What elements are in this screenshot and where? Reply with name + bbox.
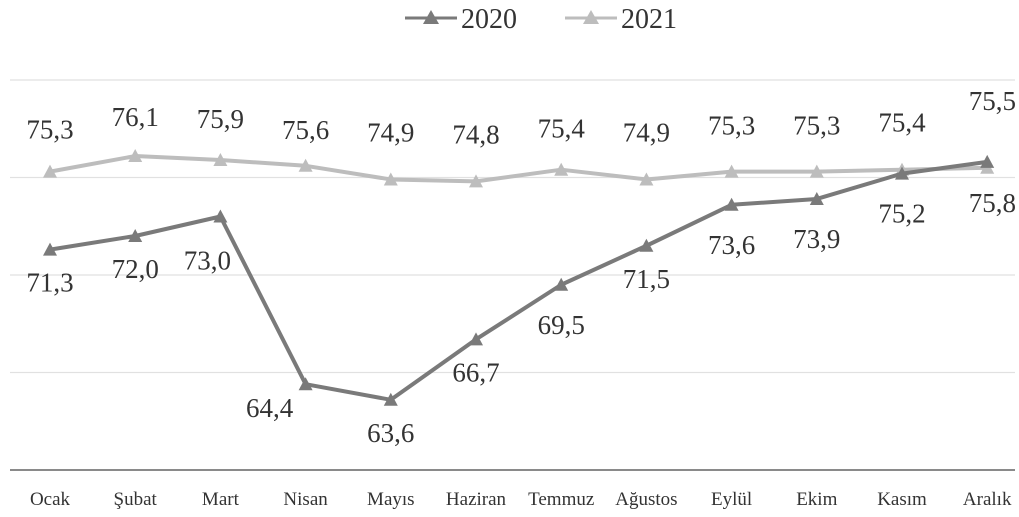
- data-labels: 71,3 72,0 73,0 64,4 63,6 66,7 69,5 71,5 73,6 73,9…: [26, 86, 1016, 448]
- data-point: [469, 332, 483, 346]
- x-tick-label: Ekim: [796, 489, 837, 510]
- data-point: [43, 242, 57, 256]
- legend-marker: [583, 10, 599, 24]
- data-label-2020: 69,5: [538, 310, 585, 340]
- x-axis: Ocak Şubat Mart Nisan Mayıs Haziran Temmuz Ağus…: [10, 469, 1015, 510]
- data-point: [213, 152, 228, 166]
- data-point: [554, 277, 569, 291]
- data-point: [469, 174, 483, 188]
- data-point: [980, 154, 995, 168]
- gridlines: [10, 79, 1015, 374]
- legend-marker: [423, 10, 439, 24]
- legend-label: 2021: [621, 4, 677, 35]
- data-label-2020: 71,3: [26, 268, 73, 298]
- x-tick-label: Ağustos: [615, 489, 677, 510]
- data-label-2021: 75,4: [538, 114, 586, 144]
- data-label-2020: 75,8: [969, 188, 1016, 218]
- data-point: [383, 392, 398, 406]
- data-point: [298, 377, 313, 391]
- legend-label: 2020: [461, 4, 517, 35]
- data-point: [383, 172, 398, 186]
- data-point: [639, 172, 654, 186]
- data-label-2020: 72,0: [112, 254, 159, 284]
- series-2021: [43, 149, 995, 188]
- data-point: [809, 164, 824, 178]
- series-2020: [43, 154, 995, 406]
- data-point: [213, 209, 228, 223]
- x-tick-label: Ocak: [30, 489, 71, 510]
- data-point: [724, 164, 739, 178]
- x-tick-label: Mayıs: [367, 489, 415, 510]
- data-label-2021: 76,1: [112, 102, 159, 132]
- data-label-2021: 75,3: [793, 111, 840, 141]
- x-tick-label: Haziran: [446, 489, 507, 510]
- data-label-2021: 75,9: [197, 104, 244, 134]
- x-tick-label: Şubat: [114, 489, 158, 510]
- data-label-2020: 75,2: [878, 199, 925, 229]
- legend: 2020 2021: [405, 4, 677, 35]
- data-label-2020: 66,7: [452, 357, 499, 387]
- x-tick-label: Mart: [202, 489, 240, 510]
- data-label-2020: 73,6: [708, 230, 755, 260]
- series-layer: [43, 149, 995, 406]
- x-tick-label: Aralık: [963, 489, 1012, 510]
- legend-item: 2020: [405, 4, 517, 35]
- series-line: [49, 159, 988, 402]
- data-label-2021: 75,6: [282, 115, 329, 145]
- data-label-2021: 74,9: [623, 117, 670, 147]
- data-point: [43, 164, 57, 178]
- data-point: [554, 162, 569, 176]
- x-tick-label: Kasım: [877, 489, 927, 510]
- data-label-2020: 64,4: [246, 393, 294, 423]
- data-label-2021: 75,4: [878, 108, 926, 138]
- data-label-2021: 75,5: [969, 86, 1016, 116]
- data-point: [128, 149, 143, 163]
- data-point: [809, 191, 824, 205]
- data-point: [128, 229, 143, 242]
- data-label-2021: 75,3: [708, 111, 755, 141]
- series-line: [49, 154, 988, 184]
- data-label-2021: 74,9: [367, 117, 414, 147]
- data-point: [639, 238, 654, 252]
- data-label-2020: 73,0: [184, 246, 231, 276]
- data-label-2021: 75,3: [26, 115, 73, 145]
- x-tick-label: Eylül: [711, 489, 752, 510]
- data-label-2020: 73,9: [793, 224, 840, 254]
- data-point: [724, 197, 739, 211]
- legend-item: 2021: [565, 4, 677, 35]
- data-label-2021: 74,8: [452, 119, 499, 149]
- data-label-2020: 71,5: [623, 264, 670, 294]
- data-point: [895, 166, 909, 180]
- x-tick-label: Temmuz: [528, 489, 594, 510]
- data-label-2020: 63,6: [367, 418, 414, 448]
- x-tick-label: Nisan: [283, 489, 328, 510]
- data-point: [298, 158, 313, 172]
